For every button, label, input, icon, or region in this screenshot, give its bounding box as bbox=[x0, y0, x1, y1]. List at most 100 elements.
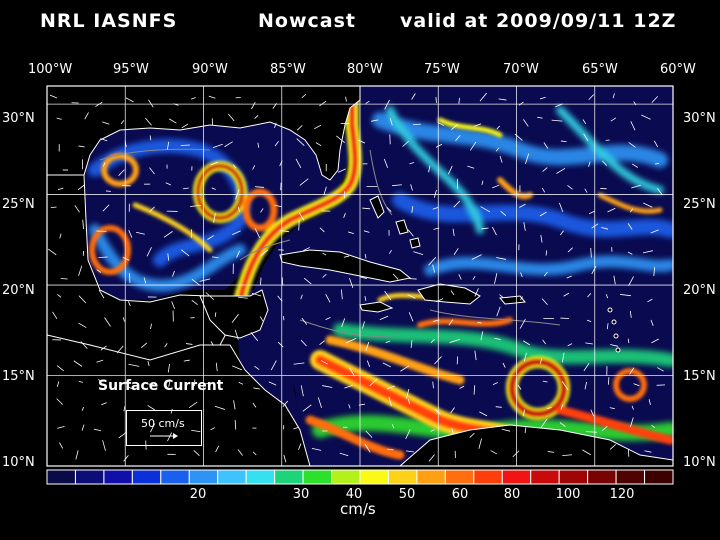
vector-arrow bbox=[520, 296, 523, 301]
vector-arrow bbox=[590, 247, 592, 258]
vector-arrow bbox=[188, 401, 198, 408]
vector-arrow bbox=[650, 319, 654, 326]
vector-arrow bbox=[77, 184, 85, 191]
vector-arrow bbox=[232, 365, 243, 371]
map-frame bbox=[46, 85, 674, 467]
vector-arrow bbox=[56, 117, 62, 120]
colorbar-tick-label: 60 bbox=[451, 487, 469, 502]
vector-arrow bbox=[339, 452, 349, 457]
vector-arrow bbox=[164, 343, 168, 348]
vector-arrow bbox=[165, 182, 172, 186]
vector-arrow bbox=[365, 100, 370, 104]
vector-arrow bbox=[609, 444, 616, 450]
vector-arrow bbox=[122, 257, 130, 261]
lon-label: 90°W bbox=[192, 62, 228, 77]
vector-arrow bbox=[299, 178, 309, 186]
vector-arrow bbox=[362, 321, 365, 329]
vector-arrow bbox=[147, 361, 150, 367]
vector-arrow bbox=[654, 163, 660, 165]
vector-arrow bbox=[363, 230, 370, 233]
vector-arrow bbox=[601, 425, 608, 432]
vector-arrow bbox=[73, 360, 83, 367]
lon-label: 80°W bbox=[347, 62, 383, 77]
vector-arrow bbox=[588, 161, 591, 167]
vector-arrow bbox=[542, 339, 546, 345]
vector-arrow bbox=[259, 316, 264, 322]
vector-arrow bbox=[559, 230, 564, 236]
vector-arrow bbox=[78, 145, 85, 148]
vector-arrow bbox=[382, 362, 391, 368]
vector-arrow bbox=[523, 352, 527, 362]
vector-arrow bbox=[127, 301, 131, 307]
vector-arrow bbox=[212, 143, 223, 148]
colorbar-cell bbox=[615, 469, 646, 485]
vector-arrow bbox=[183, 359, 190, 362]
vector-arrow bbox=[551, 119, 563, 122]
vector-arrow bbox=[371, 119, 379, 122]
vector-arrow bbox=[234, 420, 237, 430]
vector-arrow bbox=[481, 180, 484, 186]
vector-arrow bbox=[540, 234, 543, 243]
vector-arrow bbox=[98, 378, 103, 386]
vector-arrow bbox=[260, 277, 262, 286]
vector-arrow bbox=[384, 290, 392, 301]
vector-arrow bbox=[150, 423, 156, 433]
vector-arrow bbox=[345, 96, 347, 102]
vector-arrow bbox=[300, 385, 304, 397]
vector-arrow bbox=[561, 381, 569, 391]
vector-arrow bbox=[432, 264, 436, 273]
vector-arrow bbox=[633, 383, 640, 387]
vector-arrow bbox=[430, 429, 435, 432]
vector-arrow bbox=[56, 365, 64, 372]
vector-arrow bbox=[480, 331, 484, 341]
vector-arrow bbox=[495, 406, 502, 408]
vector-arrow bbox=[204, 382, 215, 385]
vector-arrow bbox=[251, 292, 262, 297]
vector-arrow bbox=[523, 222, 526, 231]
vector-arrow bbox=[467, 165, 475, 169]
vector-arrow bbox=[254, 115, 259, 119]
vector-arrow bbox=[392, 273, 399, 280]
vector-arrow bbox=[391, 424, 395, 429]
vector-arrow bbox=[590, 409, 595, 417]
lat-label: 20°N bbox=[2, 283, 35, 298]
vector-arrow bbox=[452, 228, 455, 236]
vector-arrow bbox=[93, 428, 102, 432]
vector-arrow bbox=[648, 399, 651, 405]
vector-arrow bbox=[567, 185, 573, 190]
vector-arrow bbox=[583, 133, 589, 141]
vector-arrow bbox=[102, 204, 110, 212]
vector-arrow bbox=[254, 227, 261, 239]
vector-arrow bbox=[148, 99, 154, 108]
vector-arrow bbox=[274, 141, 279, 147]
vector-arrow bbox=[301, 93, 307, 99]
vector-arrow bbox=[282, 400, 289, 408]
vector-arrow bbox=[48, 248, 57, 256]
vector-arrow bbox=[325, 293, 331, 303]
colorbar-cell bbox=[387, 469, 418, 485]
vector-arrow bbox=[628, 142, 636, 148]
vector-arrow bbox=[647, 298, 653, 303]
vector-arrow bbox=[656, 188, 663, 196]
vector-arrow bbox=[128, 386, 134, 390]
vector-arrow bbox=[362, 207, 371, 210]
vector-arrow bbox=[365, 430, 373, 438]
vector-arrow bbox=[181, 123, 189, 129]
vector-arrow bbox=[491, 226, 497, 236]
vector-arrow bbox=[298, 212, 305, 221]
lat-label: 10°N bbox=[2, 455, 35, 470]
vector-arrow bbox=[102, 121, 110, 125]
vector-arrow bbox=[582, 449, 591, 456]
vector-arrow bbox=[123, 405, 126, 412]
vector-arrow bbox=[369, 378, 378, 386]
vector-arrow bbox=[59, 442, 64, 449]
vector-arrow bbox=[407, 229, 414, 237]
vector-arrow bbox=[560, 140, 567, 143]
vector-arrow bbox=[496, 257, 507, 260]
vector-arrow bbox=[122, 317, 125, 322]
vector-arrow bbox=[448, 319, 454, 326]
depth-contour bbox=[99, 148, 561, 337]
vector-arrow bbox=[260, 249, 269, 257]
vector-arrow bbox=[170, 408, 173, 414]
vector-arrow bbox=[496, 125, 501, 130]
